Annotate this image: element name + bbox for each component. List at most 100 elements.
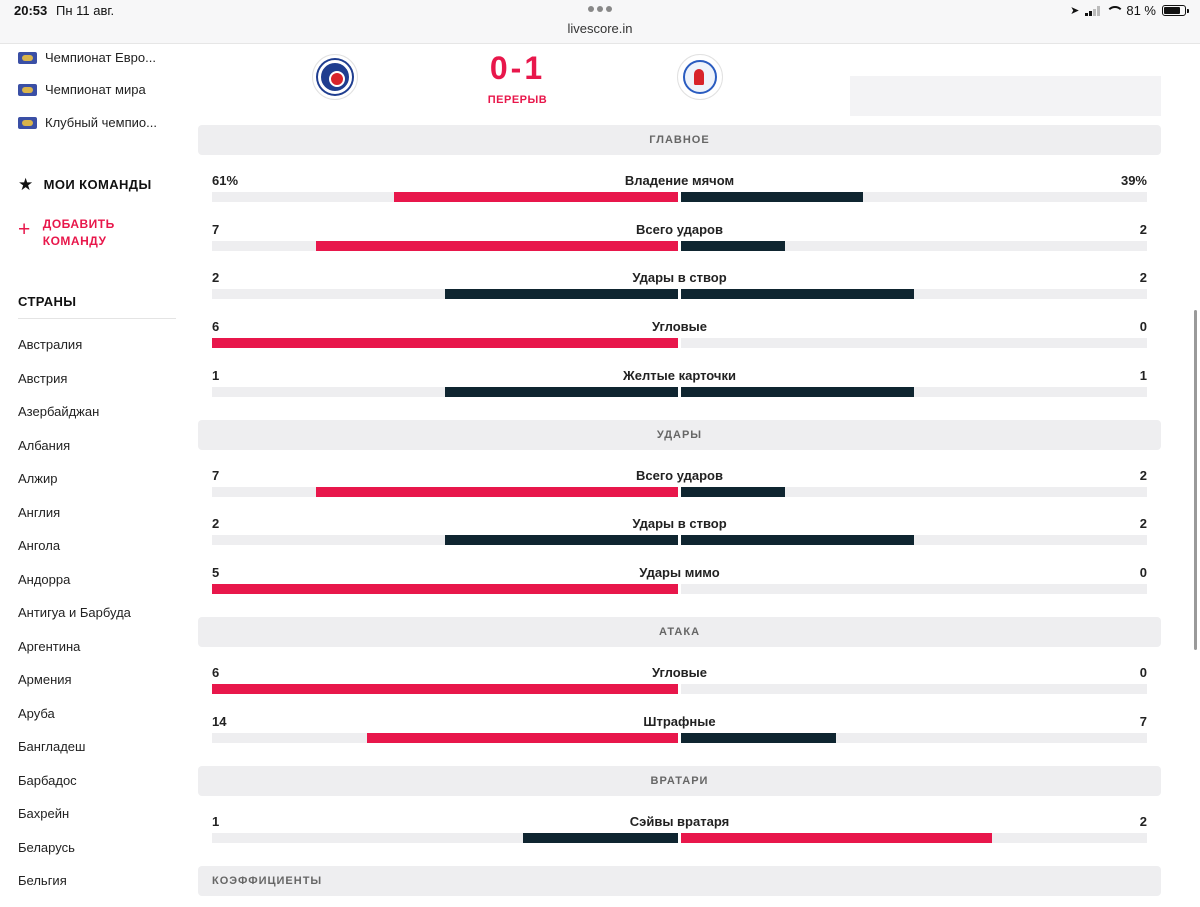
stat-label: Угловые bbox=[651, 319, 708, 334]
away-bar-track bbox=[681, 289, 1147, 299]
away-value: 0 bbox=[1139, 319, 1147, 334]
stat-label: Сэйвы вратаря bbox=[629, 814, 730, 829]
location-icon: ➤ bbox=[1070, 5, 1080, 17]
home-value: 14 bbox=[212, 714, 227, 729]
away-bar-track bbox=[681, 535, 1147, 545]
statistics-panel: 0-1 ПЕРЕРЫВ ГЛАВНОЕ 61% Владение мячом 39% 7… bbox=[185, 44, 1175, 900]
clock: 20:53 bbox=[14, 3, 48, 18]
away-bar-fill bbox=[681, 733, 837, 743]
address-bar[interactable]: livescore.in bbox=[567, 21, 633, 36]
status-icons: ➤ 81 % bbox=[1070, 3, 1189, 18]
sidebar-country-item[interactable]: Беларусь bbox=[18, 839, 75, 855]
cellular-signal-icon bbox=[1085, 5, 1101, 16]
home-bar-fill bbox=[315, 487, 678, 497]
sidebar-country-item[interactable]: Барбадос bbox=[18, 772, 77, 788]
section-header: АТАКА bbox=[198, 617, 1161, 647]
sidebar-country-item[interactable]: Антигуа и Барбуда bbox=[18, 605, 131, 620]
home-bar-track bbox=[212, 733, 678, 743]
home-bar-track bbox=[212, 192, 678, 202]
stat-row: 7 Всего ударов 2 bbox=[212, 468, 1147, 498]
add-team-label-line1: ДОБАВИТЬ bbox=[42, 217, 115, 231]
stat-row: 1 Сэйвы вратаря 2 bbox=[212, 814, 1147, 844]
stat-row: 2 Удары в створ 2 bbox=[212, 270, 1147, 300]
away-bar-track bbox=[681, 192, 1147, 202]
sidebar-country-item[interactable]: Аргентина bbox=[18, 638, 81, 654]
away-bar-fill bbox=[681, 387, 914, 397]
plus-icon: + bbox=[18, 218, 31, 241]
away-bar-track bbox=[681, 387, 1147, 397]
away-value: 0 bbox=[1139, 665, 1147, 680]
stat-row: 5 Удары мимо 0 bbox=[212, 565, 1147, 595]
my-teams-link[interactable]: ★ МОИ КОМАНДЫ bbox=[18, 176, 152, 193]
away-bar-track bbox=[681, 833, 1147, 843]
sidebar-country-item[interactable]: Армения bbox=[18, 672, 72, 687]
sidebar-country-item[interactable]: Азербайджан bbox=[18, 404, 100, 419]
star-icon: ★ bbox=[18, 175, 34, 194]
home-bar-track bbox=[212, 535, 678, 545]
away-bar-track bbox=[681, 584, 1147, 594]
divider bbox=[18, 318, 176, 319]
my-teams-label: МОИ КОМАНДЫ bbox=[43, 177, 152, 192]
more-dots-icon[interactable] bbox=[588, 6, 612, 12]
add-team-label: ДОБАВИТЬ КОМАНДУ bbox=[43, 216, 115, 250]
sidebar-country-item[interactable]: Алжир bbox=[18, 471, 58, 486]
sidebar-country-item[interactable]: Бангладеш bbox=[18, 739, 86, 754]
section-header: ВРАТАРИ bbox=[198, 766, 1161, 796]
header-spacer bbox=[850, 76, 1161, 116]
competition-label: Чемпионат Евро... bbox=[45, 50, 156, 65]
add-team-button[interactable]: + ДОБАВИТЬ КОМАНДУ bbox=[18, 216, 115, 250]
sidebar-competition-world-cup[interactable]: Чемпионат мира bbox=[18, 82, 146, 97]
away-team-logo[interactable] bbox=[677, 54, 723, 100]
add-team-label-line2: КОМАНДУ bbox=[42, 234, 107, 248]
section-header: УДАРЫ bbox=[198, 420, 1161, 450]
away-bar-track bbox=[681, 241, 1147, 251]
page-scrollbar[interactable] bbox=[1194, 310, 1197, 650]
away-value: 7 bbox=[1139, 714, 1147, 729]
sidebar-country-item[interactable]: Албания bbox=[18, 437, 71, 453]
home-bar-track bbox=[212, 338, 678, 348]
away-bar-fill bbox=[681, 192, 863, 202]
stat-row: 2 Удары в створ 2 bbox=[212, 516, 1147, 546]
home-value: 2 bbox=[212, 270, 220, 285]
date: Пн 11 авг. bbox=[56, 3, 115, 18]
stat-row: 14 Штрафные 7 bbox=[212, 714, 1147, 744]
away-value: 0 bbox=[1139, 565, 1147, 580]
home-team-logo[interactable] bbox=[312, 54, 358, 100]
sidebar-country-item[interactable]: Андорра bbox=[18, 571, 71, 587]
countries-heading: СТРАНЫ bbox=[18, 294, 77, 309]
sidebar-country-item[interactable]: Австралия bbox=[18, 337, 83, 352]
home-value: 1 bbox=[212, 368, 220, 383]
stat-label: Удары в створ bbox=[632, 516, 727, 531]
home-value: 5 bbox=[212, 565, 220, 580]
away-value: 2 bbox=[1139, 222, 1147, 237]
away-bar-track bbox=[681, 733, 1147, 743]
sidebar: Чемпионат Евро... Чемпионат мира Клубный… bbox=[0, 44, 185, 900]
world-flag-icon bbox=[18, 116, 37, 129]
sidebar-country-item[interactable]: Ангола bbox=[18, 538, 61, 553]
stat-label: Штрафные bbox=[643, 714, 716, 729]
sidebar-country-item[interactable]: Бельгия bbox=[18, 873, 67, 888]
section-header: ГЛАВНОЕ bbox=[198, 125, 1161, 155]
away-bar-fill bbox=[681, 289, 914, 299]
sidebar-country-item[interactable]: Англия bbox=[18, 504, 61, 520]
stat-label: Всего ударов bbox=[636, 222, 723, 237]
home-bar-fill bbox=[315, 241, 678, 251]
away-bar-fill bbox=[681, 487, 785, 497]
home-bar-fill bbox=[393, 192, 678, 202]
sidebar-competition-club-world[interactable]: Клубный чемпио... bbox=[18, 115, 157, 130]
sidebar-country-item[interactable]: Бахрейн bbox=[18, 806, 70, 821]
competition-label: Чемпионат мира bbox=[45, 82, 146, 97]
away-bar-track bbox=[681, 684, 1147, 694]
home-value: 61% bbox=[212, 173, 239, 188]
away-value: 2 bbox=[1139, 270, 1147, 285]
home-bar-track bbox=[212, 833, 678, 843]
away-value: 1 bbox=[1139, 368, 1147, 383]
home-value: 6 bbox=[212, 665, 220, 680]
sidebar-country-item[interactable]: Аруба bbox=[18, 705, 55, 721]
odds-section-header[interactable]: КОЭФФИЦИЕНТЫ bbox=[198, 866, 1161, 896]
home-bar-track bbox=[212, 684, 678, 694]
sidebar-competition-euro[interactable]: Чемпионат Евро... bbox=[18, 50, 156, 65]
stat-label: Владение мячом bbox=[624, 173, 735, 188]
sidebar-country-item[interactable]: Австрия bbox=[18, 370, 68, 386]
away-bar-fill bbox=[681, 833, 992, 843]
